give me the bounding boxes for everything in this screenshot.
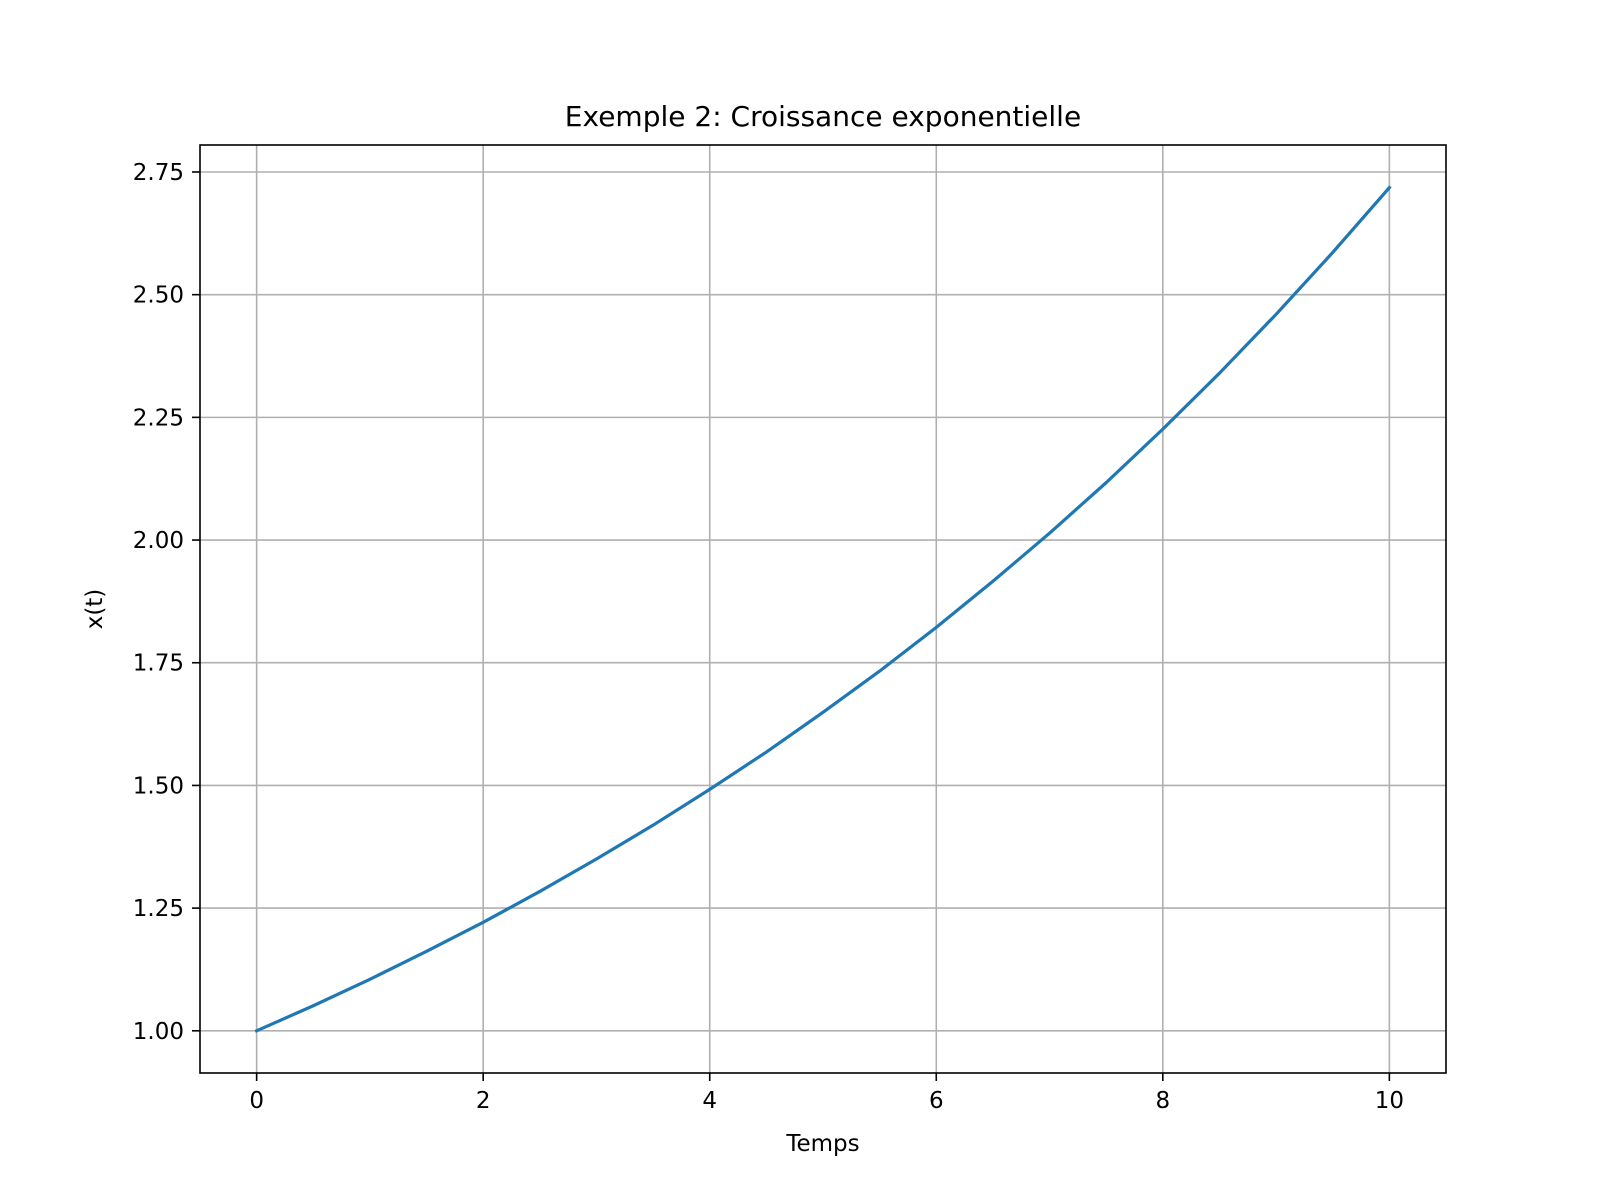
ticks: 0 2 4 6 8 10 1.00 1.25 1.50 1.75 2.00 2.25 2.50 2.75: [133, 160, 1404, 1114]
x-axis-label: Temps: [785, 1131, 859, 1157]
grid: [200, 145, 1446, 1073]
y-tick-label: 1.50: [133, 773, 184, 799]
x-tick-label: 10: [1375, 1088, 1404, 1114]
y-tick-label: 2.75: [133, 160, 184, 186]
y-tick-label: 2.25: [133, 405, 184, 431]
plot-frame: [199, 144, 1447, 1074]
chart-title: Exemple 2: Croissance exponentielle: [565, 100, 1081, 133]
y-axis-label: x(t): [82, 589, 108, 630]
x-tick-label: 0: [249, 1088, 264, 1114]
y-tick-label: 2.50: [133, 283, 184, 309]
x-tick-label: 8: [1155, 1088, 1170, 1114]
y-tick-label: 1.25: [133, 896, 184, 922]
x-tick-label: 6: [929, 1088, 944, 1114]
y-tick-label: 1.00: [133, 1019, 184, 1045]
y-tick-label: 1.75: [133, 651, 184, 677]
x-tick-label: 2: [476, 1088, 491, 1114]
x-tick-label: 4: [702, 1088, 717, 1114]
series-line: [254, 185, 1392, 1033]
y-tick-label: 2.00: [133, 528, 184, 554]
series-layer: [254, 185, 1392, 1033]
